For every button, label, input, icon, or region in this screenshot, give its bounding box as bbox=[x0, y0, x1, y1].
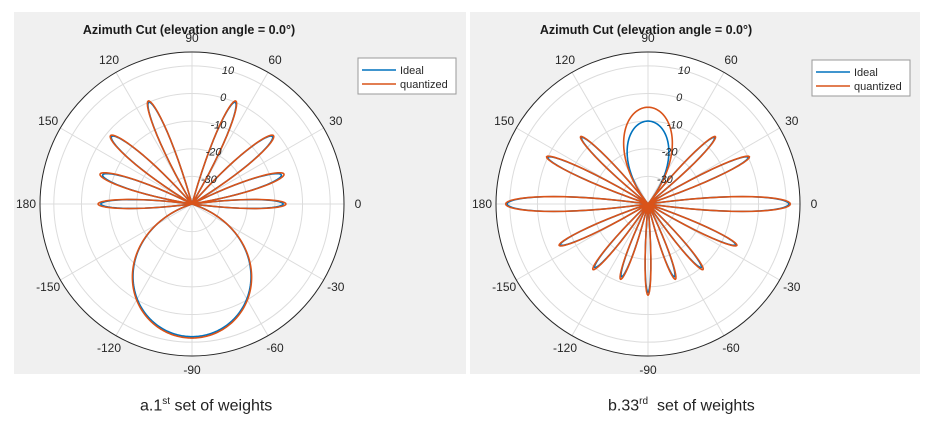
angle-tick-label: 90 bbox=[185, 31, 199, 45]
angle-tick-label: 90 bbox=[641, 31, 655, 45]
chart-panel-a: 90 60 30 0 -30 -60 -90 -120 -150 180 150 120 10 0 -10 -… bbox=[14, 12, 466, 377]
angle-tick-label: 120 bbox=[99, 53, 119, 67]
angle-tick-label: -30 bbox=[783, 280, 801, 294]
caption-a: a.1st set of weights bbox=[140, 396, 272, 415]
angle-tick-label: 150 bbox=[38, 114, 58, 128]
angle-tick-label: 0 bbox=[811, 197, 818, 211]
angular-gridline bbox=[60, 127, 193, 205]
angle-tick-label: -30 bbox=[327, 280, 345, 294]
caption-b-prefix: b.33 bbox=[608, 397, 640, 415]
radial-tick-label: 0 bbox=[676, 92, 683, 104]
angle-tick-label: 150 bbox=[494, 114, 514, 128]
radial-tick-label: -20 bbox=[662, 147, 679, 159]
polar-chart-a: 90 60 30 0 -30 -60 -90 -120 -150 180 150 120 10 0 -10 -… bbox=[16, 23, 457, 377]
polar-outer-ring bbox=[39, 51, 345, 357]
angular-gridline bbox=[60, 203, 193, 281]
radial-tick-label: 10 bbox=[678, 65, 691, 77]
legend: Ideal quantized bbox=[811, 59, 911, 97]
radial-tick-label: -30 bbox=[201, 174, 218, 186]
radial-tick-label: -10 bbox=[210, 119, 227, 131]
angle-tick-label: 60 bbox=[268, 53, 282, 67]
legend-entry-Ideal: Ideal bbox=[400, 65, 424, 77]
angle-tick-label: 30 bbox=[329, 114, 343, 128]
radial-tick-label: -30 bbox=[657, 174, 674, 186]
angle-tick-label: -90 bbox=[639, 363, 657, 377]
angle-tick-label: -90 bbox=[183, 363, 201, 377]
angular-gridline bbox=[571, 72, 649, 205]
polar-chart-b: 90 60 30 0 -30 -60 -90 -120 -150 180 150 120 10 0 -10 -… bbox=[472, 23, 911, 377]
angular-gridline bbox=[191, 203, 324, 281]
angular-gridline bbox=[647, 72, 725, 205]
radial-tick-label: -20 bbox=[206, 147, 223, 159]
radial-tick-label: 0 bbox=[220, 92, 227, 104]
angle-tick-label: 30 bbox=[785, 114, 799, 128]
legend-entry-quantized: quantized bbox=[400, 79, 448, 91]
radial-tick-label: 10 bbox=[222, 65, 235, 77]
angle-tick-label: -120 bbox=[553, 341, 577, 355]
angle-tick-label: 180 bbox=[472, 197, 492, 211]
radial-tick-label: -10 bbox=[666, 119, 683, 131]
legend-entry-quantized: quantized bbox=[854, 81, 902, 93]
angle-tick-label: -60 bbox=[266, 341, 284, 355]
caption-b-suffix: set of weights bbox=[648, 397, 755, 415]
legend-box bbox=[357, 57, 457, 95]
angle-tick-label: -150 bbox=[36, 280, 60, 294]
angular-gridline bbox=[191, 127, 324, 205]
chart-title: Azimuth Cut (elevation angle = 0.0°) bbox=[83, 23, 295, 37]
angle-tick-label: -120 bbox=[97, 341, 121, 355]
legend-box bbox=[811, 59, 911, 97]
caption-a-prefix: a.1 bbox=[140, 397, 163, 415]
angle-tick-label: -60 bbox=[722, 341, 740, 355]
series-line-quantized bbox=[504, 106, 792, 296]
caption-a-sup: st bbox=[162, 396, 171, 407]
angle-tick-label: 180 bbox=[16, 197, 36, 211]
angular-gridline bbox=[115, 203, 193, 336]
angle-tick-label: 0 bbox=[355, 197, 362, 211]
angle-tick-label: -150 bbox=[492, 280, 516, 294]
angle-tick-label: 120 bbox=[555, 53, 575, 67]
angular-gridline bbox=[571, 203, 649, 336]
legend-entry-Ideal: Ideal bbox=[854, 67, 878, 79]
angular-gridline bbox=[191, 203, 269, 336]
chart-title: Azimuth Cut (elevation angle = 0.0°) bbox=[540, 23, 752, 37]
chart-panel-b: 90 60 30 0 -30 -60 -90 -120 -150 180 150 120 10 0 -10 -… bbox=[470, 12, 920, 377]
angle-tick-label: 60 bbox=[724, 53, 738, 67]
caption-b-sup: rd bbox=[639, 396, 649, 407]
polar-outer-ring bbox=[495, 51, 801, 357]
legend: Ideal quantized bbox=[357, 57, 457, 95]
series-line-quantized bbox=[97, 100, 287, 339]
caption-b: b.33rd set of weights bbox=[608, 396, 755, 415]
caption-a-suffix: set of weights bbox=[170, 397, 273, 415]
angular-gridline bbox=[647, 203, 725, 336]
